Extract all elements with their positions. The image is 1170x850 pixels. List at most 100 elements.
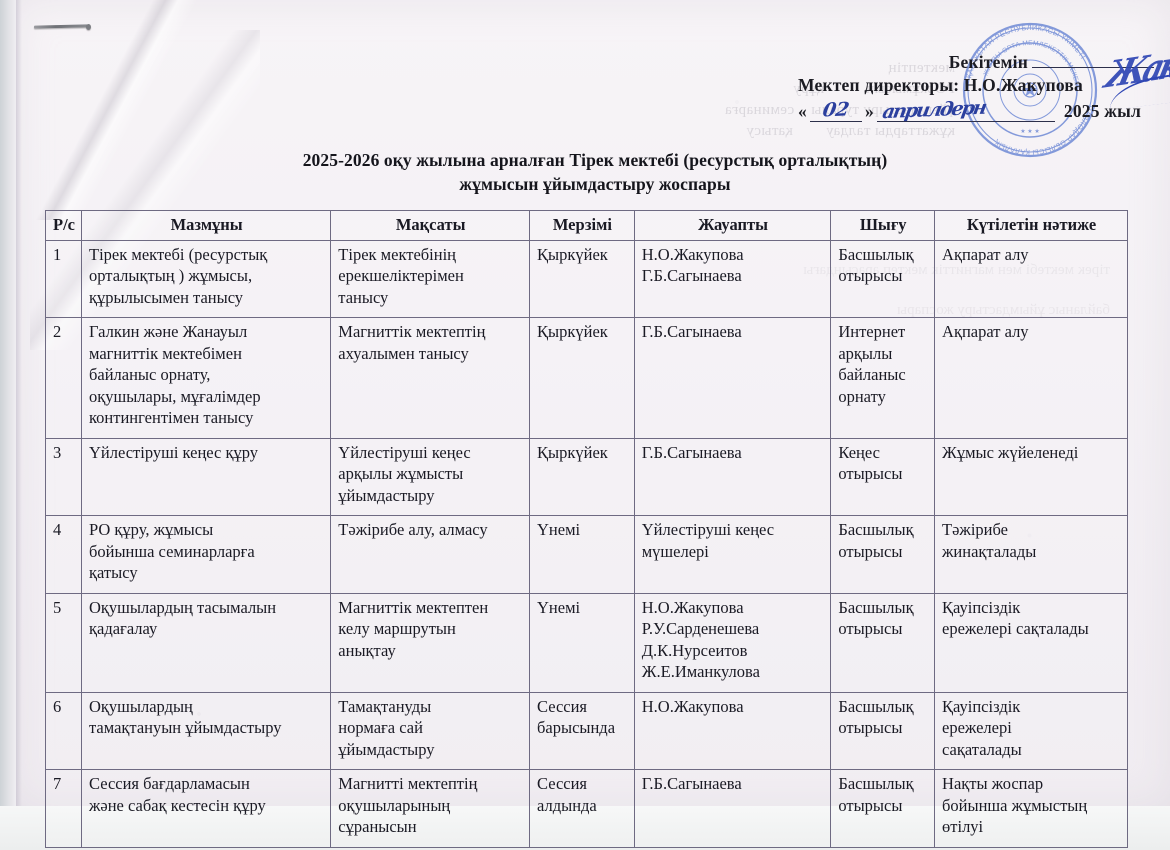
- row-cell-term-line: Үнемі: [537, 520, 581, 539]
- row-cell-output-line: Кеңес: [838, 442, 880, 462]
- table-row: 6 Оқушылардың тамақтануын ұйымдастыру Тамақ…: [45, 691, 1128, 770]
- row-cell-result-line: Қауіпсіздік: [942, 696, 1021, 716]
- row-cell-responsible: Үйлестіруші кеңес мүшелері: [633, 515, 832, 594]
- row-cell-content-line: Оқушылардың: [89, 696, 193, 716]
- director-name: Н.О.Жакупова: [963, 75, 1083, 95]
- row-cell-responsible-line: Н.О.Жакупова: [641, 244, 744, 264]
- title-line-1: 2025-2026 оқу жылына арналған Тірек мект…: [302, 150, 888, 170]
- row-cell-goal-line: Тәжірибе алу, алмасу: [338, 520, 488, 539]
- row-cell-goal-line: Тамақтануды: [338, 696, 432, 716]
- approval-label-row: Бекітемін Жакупова: [798, 31, 1170, 98]
- row-cell-responsible: Г.Б.Сагынаева: [633, 317, 832, 439]
- row-cell-result: Тәжірибе жинақталады: [934, 515, 1128, 594]
- row-cell-index: 6: [45, 691, 82, 770]
- row-cell-responsible-line: мүшелері: [641, 541, 709, 561]
- title-line-2: жұмысын ұйымдастыру жоспары: [459, 174, 731, 194]
- table-header-row: Р/с Мазмұны Мақсаты Мерзімі Жауапты Шығу…: [45, 210, 1128, 241]
- row-cell-content: РО құру, жұмысы бойынша семинарларға қатыс…: [80, 515, 332, 594]
- column-header-goal: Мақсаты: [330, 210, 531, 241]
- row-cell-term-line: Үнемі: [537, 597, 581, 617]
- table-row: 3 Үйлестіруші кеңес құру Үйлестіруші кеңес…: [45, 437, 1128, 516]
- table-row: 7 Сессия бағдарламасын және сабақ кестесін…: [45, 769, 1128, 848]
- row-cell-content: Сессия бағдарламасын және сабақ кестесін …: [80, 769, 332, 848]
- column-header-index: Р/с: [45, 210, 82, 241]
- row-cell-term-line: Қыркүйек: [537, 244, 608, 264]
- row-cell-output: Басшылық отырысы: [830, 691, 936, 770]
- row-cell-content: Галкин және Жанауыл магниттік мектебімен б…: [80, 317, 332, 439]
- row-cell-goal: Үйлестіруші кеңес арқылы жұмысты ұйымдасты…: [330, 437, 531, 516]
- row-cell-responsible-line: Г.Б.Сагынаева: [641, 266, 742, 285]
- table-row: 1 Тірек мектебі (ресурстық орталықтың ) жұ…: [45, 239, 1128, 318]
- work-plan-table: Р/с Мазмұны Мақсаты Мерзімі Жауапты Шығу…: [45, 210, 1128, 848]
- row-cell-output-line: орнату: [838, 386, 886, 406]
- row-cell-goal: Магнитті мектептің оқушыларының сұранысын: [330, 769, 531, 848]
- row-cell-responsible-line: Н.О.Жакупова: [641, 696, 744, 716]
- signature-rule: Жакупова: [1032, 31, 1170, 98]
- row-cell-goal-line: Магнитті мектептің: [338, 774, 478, 793]
- row-cell-responsible-line: Г.Б.Сагынаева: [641, 322, 742, 341]
- row-cell-content-line: Үйлестіруші кеңес құру: [89, 442, 259, 462]
- row-cell-output: Басшылық отырысы: [830, 239, 936, 318]
- quote-open: «: [798, 101, 807, 121]
- row-cell-content-line: Галкин және Жанауыл: [89, 322, 248, 341]
- row-cell-goal: Тірек мектебінің ерекшеліктерімен танысу: [330, 239, 531, 318]
- row-cell-term-line: Сессия: [537, 774, 588, 793]
- row-cell-index: 5: [45, 592, 82, 693]
- row-cell-responsible: Н.О.Жакупова Г.Б.Сагынаева: [633, 239, 832, 318]
- row-cell-term-line: Сессия: [537, 696, 588, 716]
- row-cell-result-line: Қауіпсіздік: [942, 597, 1021, 617]
- row-cell-goal-line: ұйымдастыру: [338, 739, 435, 759]
- row-cell-goal: Тәжірибе алу, алмасу: [330, 515, 531, 594]
- row-cell-result-line: Ақпарат алу: [942, 244, 1029, 264]
- year-label: 2025 жыл: [1063, 101, 1142, 121]
- row-cell-responsible-line: Үйлестіруші кеңес: [641, 520, 775, 539]
- row-cell-content: Оқушылардың тамақтануын ұйымдастыру: [80, 691, 332, 770]
- row-cell-result-line: сақаталады: [942, 739, 1022, 759]
- row-cell-result: Нақты жоспар бойынша жұмыстың өтілуі: [934, 769, 1128, 848]
- table-row: 2 Галкин және Жанауыл магниттік мектебімен…: [45, 317, 1128, 439]
- row-cell-output-line: байланыс: [838, 365, 906, 384]
- scan-gutter-shadow: [16, 0, 22, 806]
- row-cell-responsible-line: Г.Б.Сагынаева: [641, 774, 742, 793]
- row-cell-result-line: ережелері сақталады: [942, 619, 1089, 638]
- director-label: Мектеп директоры:: [798, 75, 960, 95]
- row-cell-term-line: Қыркүйек: [537, 442, 608, 462]
- row-cell-output-line: отырысы: [838, 541, 903, 561]
- row-cell-responsible-line: Г.Б.Сагынаева: [641, 442, 742, 462]
- row-cell-content-line: байланыс орнату,: [89, 365, 211, 384]
- row-cell-output-line: Басшылық: [838, 696, 914, 716]
- row-cell-result: Ақпарат алу: [934, 239, 1128, 318]
- row-cell-term: Үнемі: [529, 592, 635, 693]
- row-cell-goal-line: Магниттік мектептен: [338, 597, 489, 617]
- day-field: 02: [809, 98, 862, 122]
- row-cell-output: Басшылық отырысы: [830, 592, 936, 693]
- row-cell-output-line: Басшылық: [838, 597, 914, 617]
- row-cell-goal-line: нормаға сай: [338, 718, 423, 737]
- row-cell-result-line: Ақпарат алу: [942, 322, 1029, 341]
- row-cell-output-line: Интернет: [838, 322, 906, 341]
- row-cell-goal-line: ұйымдастыру: [338, 485, 435, 505]
- month-field: априлдерн: [876, 97, 1055, 123]
- row-cell-goal-line: Үйлестіруші кеңес: [338, 442, 471, 462]
- row-cell-content-line: Тірек мектебі (ресурстық: [89, 244, 268, 264]
- date-row: « 02 » априлдерн 2025 жыл: [798, 97, 1158, 123]
- row-cell-responsible-line: Р.У.Сарденешева: [641, 619, 760, 638]
- row-cell-index: 4: [45, 515, 82, 594]
- row-cell-term-line: алдында: [537, 795, 597, 815]
- row-cell-content-line: Оқушылардың тасымалын: [89, 597, 277, 617]
- row-cell-output-line: отырысы: [838, 266, 903, 285]
- approval-block: Бекітемін Жакупова Мектеп директоры: Н.О.…: [798, 31, 1170, 123]
- row-cell-term: Қыркүйек: [529, 317, 635, 439]
- row-cell-content: Үйлестіруші кеңес құру: [80, 437, 332, 516]
- row-cell-index: 3: [45, 437, 82, 516]
- row-cell-goal-line: арқылы жұмысты: [338, 464, 464, 483]
- row-cell-content-line: және сабақ кестесін құру: [89, 795, 266, 815]
- document-title: 2025-2026 оқу жылына арналған Тірек мект…: [180, 148, 1010, 196]
- row-cell-result-line: Нақты жоспар: [942, 774, 1044, 793]
- row-cell-goal-line: анықтау: [338, 640, 396, 660]
- row-cell-goal-line: ахуалымен танысу: [338, 343, 469, 363]
- row-cell-output: Басшылық отырысы: [830, 515, 936, 594]
- row-cell-result-line: бойынша жұмыстың: [942, 795, 1088, 815]
- row-cell-result: Жұмыс жүйеленеді: [934, 437, 1128, 516]
